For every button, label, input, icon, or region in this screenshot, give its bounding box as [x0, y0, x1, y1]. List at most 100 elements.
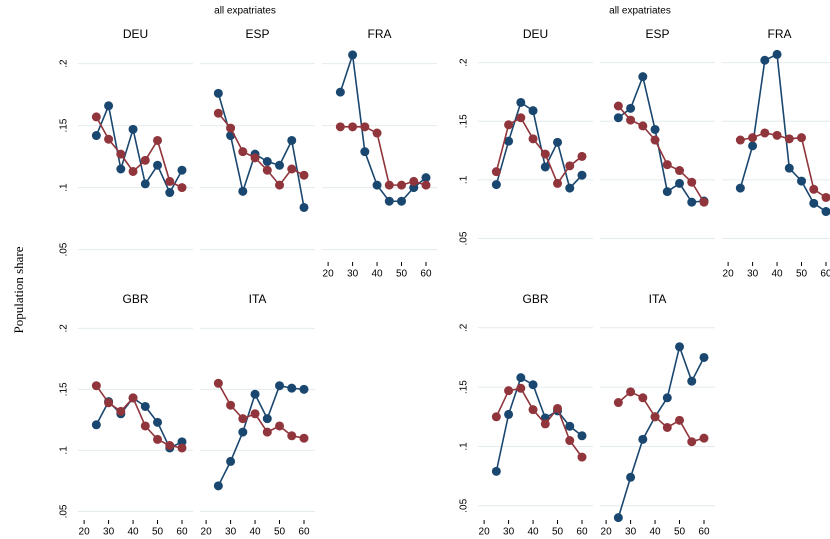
point: [675, 178, 685, 188]
point: [699, 352, 709, 362]
series-line: [95, 385, 183, 449]
point: [128, 124, 138, 134]
point: [226, 456, 236, 466]
point: [491, 412, 501, 422]
x-tick-label: 30: [747, 269, 759, 280]
point: [784, 134, 794, 144]
point: [165, 441, 175, 451]
y-tick-label: .05: [59, 242, 70, 256]
point: [638, 434, 648, 444]
point: [128, 393, 138, 403]
y-axis-label: Population share: [11, 246, 26, 333]
point: [687, 197, 697, 207]
point: [409, 183, 419, 193]
y-tick-label: .2: [59, 324, 70, 333]
point: [213, 378, 223, 388]
point: [116, 164, 126, 174]
panel-title: GBR: [522, 292, 548, 306]
point: [553, 137, 563, 147]
point: [91, 112, 101, 122]
point: [165, 188, 175, 198]
point: [262, 157, 272, 167]
point: [626, 103, 636, 113]
point: [275, 180, 285, 190]
point: [140, 179, 150, 189]
point: [165, 176, 175, 186]
point: [275, 421, 285, 431]
point: [335, 122, 345, 132]
x-tick-label: 30: [225, 527, 237, 538]
panel-title: DEU: [123, 27, 148, 41]
point: [565, 436, 575, 446]
point: [262, 427, 272, 437]
point: [104, 398, 114, 408]
panel-title: ITA: [649, 292, 667, 306]
point: [540, 149, 550, 159]
series-line: [617, 343, 705, 518]
point: [299, 433, 309, 443]
x-tick-label: 20: [323, 269, 335, 280]
y-tick-label: .1: [459, 442, 470, 451]
point: [348, 122, 358, 132]
point: [760, 128, 770, 138]
point: [516, 113, 526, 123]
x-tick-label: 40: [127, 527, 139, 538]
point: [662, 393, 672, 403]
y-tick-label: .15: [459, 380, 470, 394]
point: [275, 381, 285, 391]
point: [116, 406, 126, 416]
x-tick-label: 60: [576, 527, 588, 538]
point: [516, 97, 526, 107]
point: [735, 135, 745, 145]
series-line: [617, 390, 705, 443]
y-tick-label: .1: [59, 446, 70, 455]
x-tick-label: 50: [796, 269, 808, 280]
point: [613, 398, 623, 408]
x-tick-label: 20: [723, 269, 735, 280]
point: [675, 166, 685, 176]
point: [772, 49, 782, 59]
point: [262, 165, 272, 175]
point: [516, 373, 526, 383]
point: [638, 393, 648, 403]
point: [699, 197, 709, 207]
panel-title: ESP: [645, 27, 669, 41]
y-tick-label: .15: [59, 118, 70, 132]
x-tick-label: 60: [820, 269, 830, 280]
point: [675, 415, 685, 425]
point: [104, 134, 114, 144]
point: [360, 122, 370, 132]
group-title: all expatriates: [214, 6, 276, 17]
point: [638, 121, 648, 131]
point: [613, 101, 623, 111]
point: [491, 180, 501, 190]
point: [384, 196, 394, 206]
point: [262, 414, 272, 424]
point: [675, 342, 685, 352]
x-tick-label: 40: [649, 527, 661, 538]
panel-title: FRA: [768, 27, 792, 41]
panel-title: ESP: [245, 27, 269, 41]
point: [540, 419, 550, 429]
point: [491, 466, 501, 476]
point: [528, 380, 538, 390]
point: [797, 176, 807, 186]
point: [650, 124, 660, 134]
point: [809, 184, 819, 194]
point: [140, 401, 150, 411]
point: [662, 160, 672, 170]
point: [577, 151, 587, 161]
point: [626, 115, 636, 125]
point: [177, 165, 187, 175]
y-tick-label: .15: [59, 382, 70, 396]
x-tick-label: 20: [601, 527, 613, 538]
point: [735, 183, 745, 193]
point: [687, 177, 697, 187]
point: [153, 160, 163, 170]
point: [821, 207, 830, 217]
y-tick-label: .2: [459, 58, 470, 67]
point: [540, 162, 550, 172]
point: [226, 400, 236, 410]
point: [238, 414, 248, 424]
